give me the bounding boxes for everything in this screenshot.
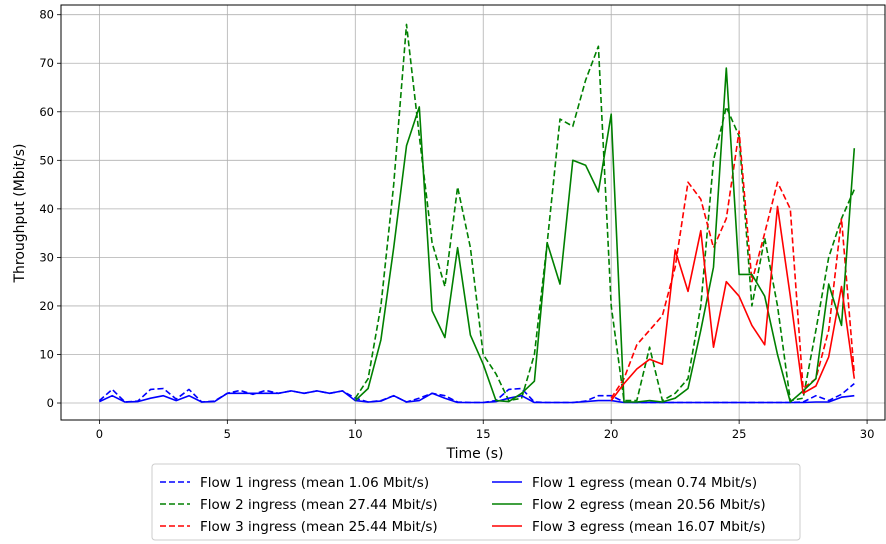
y-axis-title: Throughput (Mbit/s) — [12, 143, 28, 283]
y-tick-label: 50 — [39, 153, 54, 167]
series-line-2 — [354, 23, 856, 402]
x-tick-label: 5 — [224, 427, 231, 441]
x-tick-label: 0 — [96, 427, 103, 441]
series-line-6 — [610, 205, 856, 402]
plot-series — [98, 23, 856, 404]
legend-frame — [151, 463, 801, 541]
x-ticks: 0 5 10 15 20 25 30 — [96, 420, 875, 441]
series-line-4 — [99, 390, 855, 404]
y-tick-label: 0 — [47, 396, 54, 410]
legend-label: Flow 3 egress (mean 16.07 Mbit/s) — [532, 519, 766, 535]
legend-label: Flow 1 egress (mean 0.74 Mbit/s) — [532, 475, 757, 491]
x-tick-label: 20 — [604, 427, 619, 441]
plot-frame — [60, 4, 886, 421]
x-tick-label: 15 — [476, 427, 491, 441]
y-tick-label: 10 — [39, 347, 54, 361]
x-tick-label: 25 — [732, 427, 747, 441]
series-line-1 — [98, 382, 855, 404]
grid — [61, 5, 885, 420]
y-tick-label: 60 — [39, 105, 54, 119]
y-tick-label: 80 — [39, 8, 54, 22]
series-line-5 — [354, 67, 856, 403]
x-axis-title: Time (s) — [446, 446, 504, 462]
y-tick-label: 30 — [39, 250, 54, 264]
legend-label: Flow 3 ingress (mean 25.44 Mbit/s) — [200, 519, 438, 535]
y-tick-label: 40 — [39, 202, 54, 216]
x-tick-label: 10 — [348, 427, 363, 441]
y-tick-label: 20 — [39, 299, 54, 313]
legend-label: Flow 2 egress (mean 20.56 Mbit/s) — [532, 497, 766, 513]
legend: Flow 1 ingress (mean 1.06 Mbit/s) Flow 2 … — [151, 463, 801, 541]
legend-label: Flow 1 ingress (mean 1.06 Mbit/s) — [200, 475, 429, 491]
y-tick-label: 70 — [39, 56, 54, 70]
y-ticks: 0 10 20 30 40 50 60 70 80 — [39, 8, 61, 410]
legend-label: Flow 2 ingress (mean 27.44 Mbit/s) — [200, 497, 438, 513]
x-tick-label: 30 — [860, 427, 875, 441]
